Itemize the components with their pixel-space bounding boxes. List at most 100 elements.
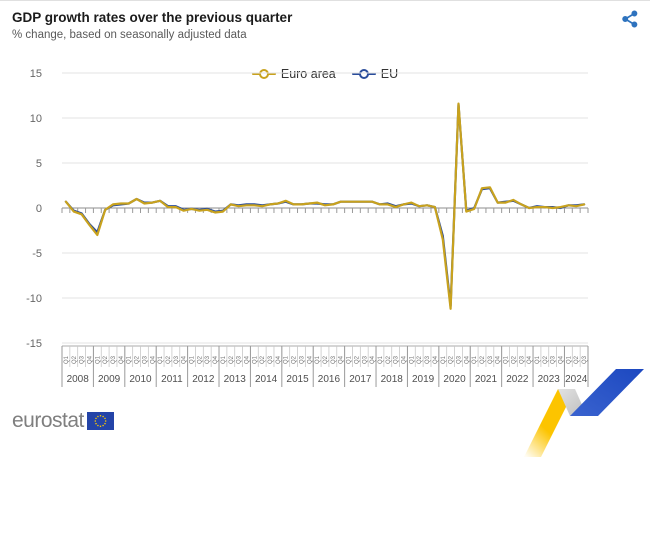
quarter-tick-label: Q4 bbox=[339, 355, 345, 364]
quarter-tick-label: Q3 bbox=[488, 355, 494, 364]
quarter-tick-label: Q4 bbox=[496, 355, 502, 364]
legend-label: EU bbox=[380, 67, 399, 81]
year-tick-label: 2020 bbox=[443, 374, 466, 385]
year-tick-label: 2010 bbox=[129, 374, 152, 385]
quarter-tick-label: Q3 bbox=[331, 355, 337, 364]
quarter-tick-label: Q3 bbox=[111, 355, 117, 364]
quarter-tick-label: Q4 bbox=[87, 355, 93, 364]
year-tick-label: 2024 bbox=[565, 374, 588, 385]
quarter-tick-label: Q4 bbox=[213, 355, 219, 364]
quarter-tick-label: Q2 bbox=[480, 355, 486, 364]
quarter-tick-label: Q4 bbox=[370, 355, 376, 364]
quarter-tick-label: Q3 bbox=[519, 355, 525, 364]
quarter-tick-label: Q1 bbox=[252, 355, 258, 364]
quarter-tick-label: Q4 bbox=[527, 355, 533, 364]
year-tick-label: 2015 bbox=[286, 374, 309, 385]
quarter-tick-label: Q1 bbox=[158, 355, 164, 364]
quarter-tick-label: Q1 bbox=[504, 355, 510, 364]
quarter-tick-label: Q2 bbox=[166, 355, 172, 364]
quarter-tick-label: Q4 bbox=[559, 355, 565, 364]
y-axis-label: 10 bbox=[30, 113, 42, 125]
quarter-tick-label: Q1 bbox=[315, 355, 321, 364]
y-axis-label: 5 bbox=[36, 158, 42, 170]
quarter-tick-label: Q3 bbox=[237, 355, 243, 364]
quarter-tick-label: Q2 bbox=[72, 355, 78, 364]
y-axis-label: 15 bbox=[30, 68, 42, 80]
quarter-tick-label: Q3 bbox=[394, 355, 400, 364]
quarter-tick-label: Q3 bbox=[142, 355, 148, 364]
quarter-tick-label: Q3 bbox=[425, 355, 431, 364]
y-axis-label: -5 bbox=[32, 248, 42, 260]
y-axis-label: 0 bbox=[36, 203, 42, 215]
quarter-tick-label: Q1 bbox=[409, 355, 415, 364]
quarter-tick-label: Q3 bbox=[268, 355, 274, 364]
y-axis-label: -15 bbox=[26, 338, 42, 350]
quarter-tick-label: Q3 bbox=[80, 355, 86, 364]
quarter-tick-label: Q1 bbox=[441, 355, 447, 364]
quarter-tick-label: Q1 bbox=[347, 355, 353, 364]
quarter-tick-label: Q1 bbox=[221, 355, 227, 364]
quarter-tick-label: Q4 bbox=[276, 355, 282, 364]
quarter-tick-label: Q3 bbox=[582, 355, 588, 364]
quarter-tick-label: Q1 bbox=[95, 355, 101, 364]
series-line-euro-area bbox=[64, 102, 586, 310]
quarter-tick-label: Q1 bbox=[566, 355, 572, 364]
share-button[interactable] bbox=[618, 8, 642, 32]
quarter-tick-label: Q4 bbox=[244, 355, 250, 364]
quarter-tick-label: Q3 bbox=[299, 355, 305, 364]
quarter-tick-label: Q3 bbox=[551, 355, 557, 364]
quarter-tick-label: Q3 bbox=[362, 355, 368, 364]
quarter-tick-label: Q2 bbox=[260, 355, 266, 364]
quarter-tick-label: Q3 bbox=[456, 355, 462, 364]
eurostat-logo: eurostat bbox=[12, 410, 114, 431]
eurostat-ribbon-graphic bbox=[524, 369, 644, 457]
quarter-tick-label: Q4 bbox=[464, 355, 470, 364]
page-title: GDP growth rates over the previous quart… bbox=[12, 10, 293, 25]
legend-item-eu[interactable]: EU bbox=[351, 67, 399, 81]
quarter-tick-label: Q4 bbox=[433, 355, 439, 364]
year-tick-label: 2018 bbox=[381, 374, 404, 385]
quarter-tick-label: Q2 bbox=[543, 355, 549, 364]
year-tick-label: 2014 bbox=[255, 374, 278, 385]
quarter-tick-label: Q1 bbox=[535, 355, 541, 364]
quarter-tick-label: Q2 bbox=[229, 355, 235, 364]
year-tick-label: 2016 bbox=[318, 374, 341, 385]
quarter-tick-label: Q2 bbox=[574, 355, 580, 364]
quarter-tick-label: Q2 bbox=[386, 355, 392, 364]
quarter-tick-label: Q3 bbox=[174, 355, 180, 364]
quarter-tick-label: Q2 bbox=[292, 355, 298, 364]
y-axis-label: -10 bbox=[26, 293, 42, 305]
eu-flag-icon bbox=[86, 411, 114, 430]
quarter-tick-label: Q2 bbox=[449, 355, 455, 364]
year-tick-label: 2009 bbox=[98, 374, 121, 385]
year-tick-label: 2019 bbox=[412, 374, 435, 385]
quarter-tick-label: Q1 bbox=[472, 355, 478, 364]
quarter-tick-label: Q1 bbox=[378, 355, 384, 364]
chart-subtitle: % change, based on seasonally adjusted d… bbox=[12, 29, 247, 41]
share-icon bbox=[622, 10, 638, 28]
quarter-tick-label: Q1 bbox=[284, 355, 290, 364]
year-tick-label: 2021 bbox=[475, 374, 498, 385]
quarter-tick-label: Q2 bbox=[135, 355, 141, 364]
quarter-tick-label: Q2 bbox=[103, 355, 109, 364]
quarter-tick-label: Q1 bbox=[64, 355, 70, 364]
quarter-tick-label: Q1 bbox=[127, 355, 133, 364]
quarter-tick-label: Q1 bbox=[190, 355, 196, 364]
year-tick-label: 2023 bbox=[538, 374, 561, 385]
legend-label: Euro area bbox=[280, 67, 336, 81]
x-axis-ticks bbox=[61, 208, 589, 213]
quarter-tick-label: Q4 bbox=[182, 355, 188, 364]
quarter-tick-label: Q2 bbox=[323, 355, 329, 364]
quarter-tick-label: Q2 bbox=[354, 355, 360, 364]
year-tick-label: 2022 bbox=[506, 374, 529, 385]
legend-item-euro-area[interactable]: Euro area bbox=[251, 67, 336, 81]
x-axis-band: Q1 Q2 Q3 Q4 Q1 Q2 Q3 Q4 Q1 Q2 Q3 Q4 Q1 Q2 Q3 Q4 Q1 Q2 Q3 Q4… bbox=[61, 345, 589, 387]
year-tick-label: 2012 bbox=[192, 374, 215, 385]
quarter-tick-label: Q4 bbox=[402, 355, 408, 364]
quarter-tick-label: Q4 bbox=[119, 355, 125, 364]
year-tick-label: 2008 bbox=[67, 374, 90, 385]
eurostat-logo-text: eurostat bbox=[12, 409, 84, 432]
chart-legend: Euro area EU bbox=[0, 67, 650, 81]
